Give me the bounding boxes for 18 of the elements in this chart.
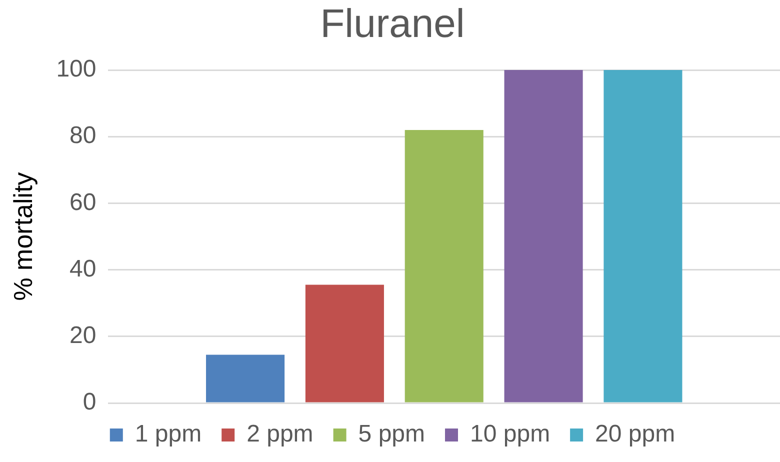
bar bbox=[305, 284, 384, 402]
legend-label: 5 ppm bbox=[358, 420, 426, 448]
legend-label: 20 ppm bbox=[595, 420, 676, 448]
chart-title: Fluranel bbox=[320, 2, 465, 46]
y-tick-label: 80 bbox=[70, 122, 96, 150]
y-tick-label: 100 bbox=[56, 56, 96, 83]
bar bbox=[206, 354, 285, 402]
y-tick-label: 20 bbox=[70, 322, 96, 350]
legend-label: 1 ppm bbox=[134, 420, 202, 448]
legend-label: 2 ppm bbox=[246, 420, 314, 448]
bar bbox=[504, 70, 583, 402]
y-tick-label: 60 bbox=[70, 188, 96, 216]
y-tick-label: 40 bbox=[70, 255, 96, 282]
y-tick-label: 0 bbox=[82, 388, 96, 416]
bar bbox=[404, 130, 484, 402]
y-axis-title: % mortality bbox=[8, 172, 38, 301]
legend-label: 10 ppm bbox=[470, 420, 550, 448]
bar bbox=[604, 70, 682, 402]
